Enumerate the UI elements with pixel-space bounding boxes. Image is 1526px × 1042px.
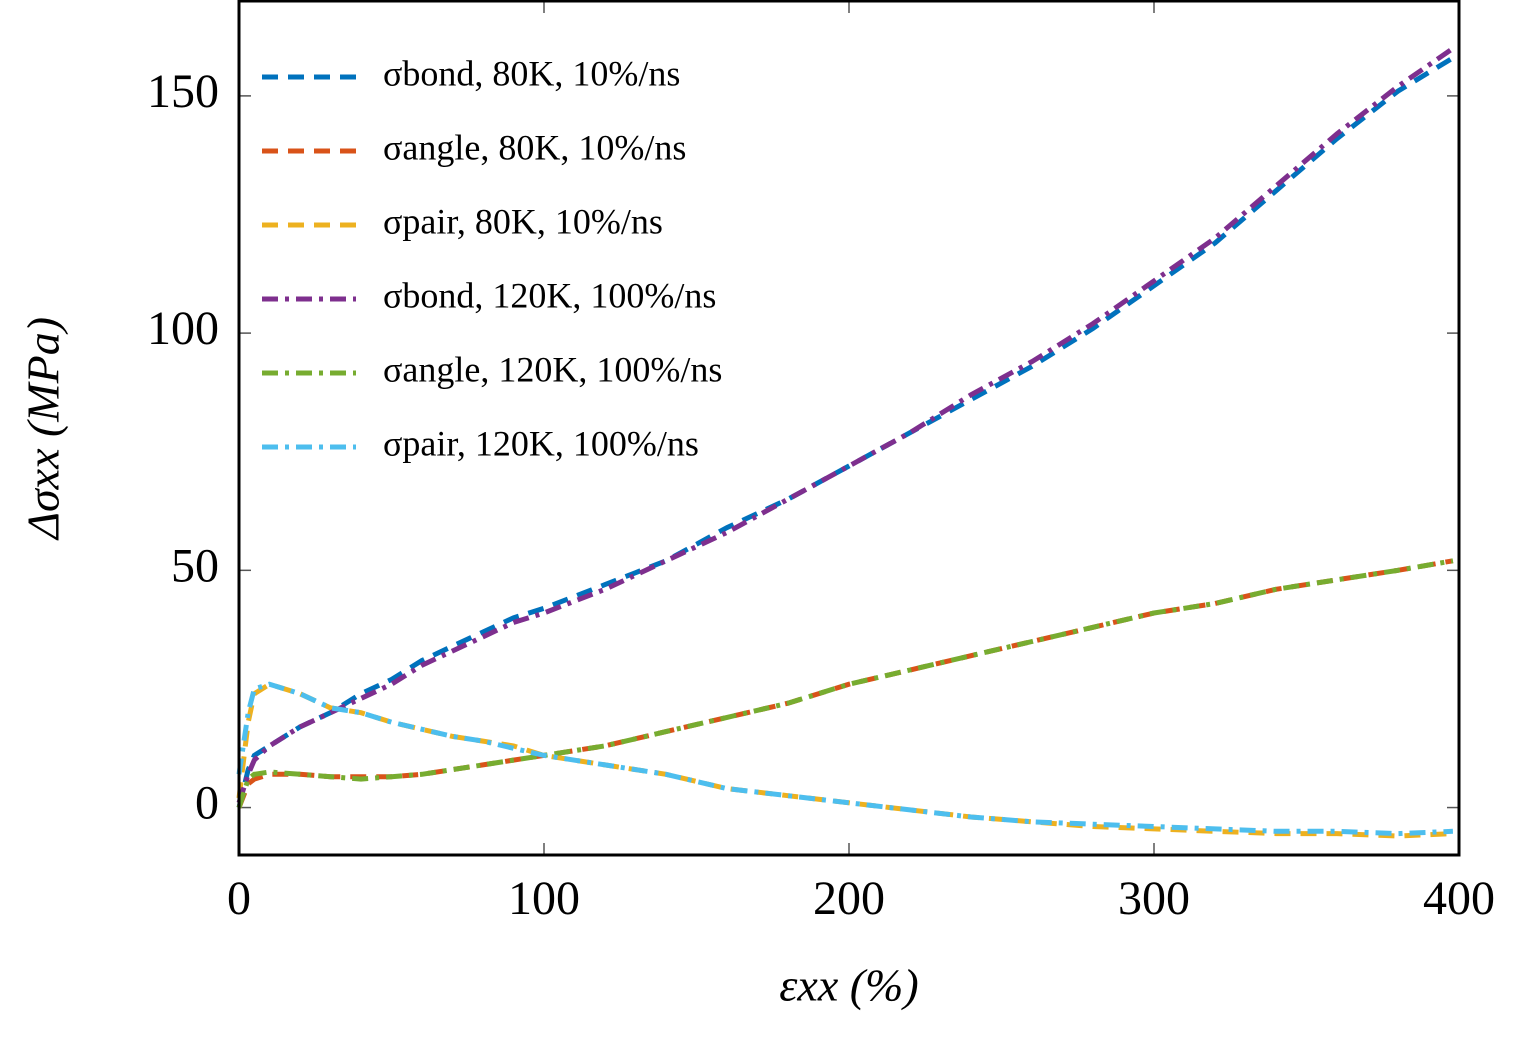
x-axis-label: εxx (%) (779, 960, 918, 1011)
y-tick-label: 100 (147, 302, 219, 355)
series-line (236, 558, 1454, 809)
legend-label: σangle, 120K, 100%/ns (383, 349, 722, 389)
legend-label: σbond, 120K, 100%/ns (383, 275, 716, 315)
legend-label: σangle, 80K, 10%/ns (383, 127, 686, 167)
series-line (236, 681, 1454, 837)
legend-label: σbond, 80K, 10%/ns (383, 53, 680, 93)
x-tick-label: 100 (508, 872, 580, 925)
plot-frame (237, 0, 1461, 857)
series-line (236, 558, 1454, 809)
x-tick-label: 300 (1118, 872, 1190, 925)
y-tick-label: 0 (195, 777, 219, 830)
y-tick-label: 50 (171, 539, 219, 592)
y-tick-label: 150 (147, 65, 219, 118)
x-tick-label: 400 (1423, 872, 1495, 925)
x-tick-label: 0 (227, 872, 251, 925)
x-tick-label: 200 (813, 872, 885, 925)
series-line (236, 681, 1454, 839)
y-axis-label: Δσxx (MPa) (18, 317, 69, 541)
legend-label: σpair, 120K, 100%/ns (383, 423, 699, 463)
legend-label: σpair, 80K, 10%/ns (383, 201, 663, 241)
series-line (236, 55, 1455, 809)
